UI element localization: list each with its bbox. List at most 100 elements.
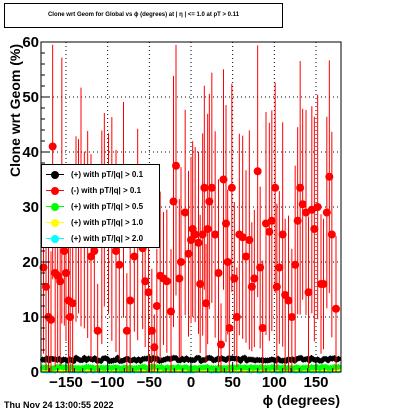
red-point [147, 326, 156, 335]
red-point [194, 238, 203, 247]
axes: −150 −100 −50 0 50 100 150 0 10 20 30 40 50 60 [22, 34, 334, 391]
red-point [230, 274, 239, 283]
red-point [265, 227, 274, 236]
x-tick-label: −150 [49, 374, 83, 391]
cyan-marker-icon [51, 235, 59, 243]
x-axis-label: ϕ (degrees) [263, 392, 340, 408]
red-point [42, 282, 50, 291]
legend-label: (+) with pT/|q| > 1.0 [71, 218, 144, 227]
red-point [167, 307, 175, 316]
red-point [245, 236, 254, 244]
red-point [47, 315, 55, 324]
x-tick-label: 0 [187, 374, 195, 391]
chart-title: Clone wrt Geom for Global vs ϕ (degrees)… [47, 12, 240, 18]
legend-entry-cyan: (+) with pT/|q| > 2.0 [42, 231, 159, 247]
red-point [214, 269, 223, 277]
red-point [175, 274, 184, 283]
x-tick-label: 100 [262, 374, 287, 391]
red-point [327, 230, 336, 239]
red-point [253, 167, 262, 176]
red-point [130, 252, 139, 261]
red-point [93, 326, 102, 335]
red-point [298, 200, 307, 209]
red-point [332, 304, 340, 313]
red-point [187, 236, 195, 244]
red-point [325, 172, 334, 181]
y-tick-label: 60 [22, 34, 39, 51]
red-point [272, 282, 281, 291]
legend-label: (+) with pT/|q| > 2.0 [71, 234, 144, 243]
red-point [219, 175, 228, 184]
red-point [291, 260, 300, 269]
legend-entry-yellow: (+) with pT/|q| > 1.0 [42, 215, 159, 231]
legend-label: (+) with pT/|q| > 0.1 [71, 170, 144, 179]
red-point [217, 340, 225, 349]
red-point [115, 260, 124, 269]
y-tick-label: 40 [22, 144, 39, 161]
red-point [68, 299, 77, 308]
red-point [313, 203, 322, 211]
red-point [250, 274, 259, 283]
x-tick-label: −100 [91, 374, 125, 391]
red-point [126, 296, 135, 305]
y-tick-label: 30 [22, 199, 39, 216]
red-point [162, 277, 171, 286]
band-point [335, 356, 342, 362]
band-point [335, 364, 342, 370]
title-box: Clone wrt Geom for Global vs ϕ (degrees)… [4, 3, 283, 28]
red-point [207, 183, 216, 192]
x-tick-label: −50 [137, 374, 162, 391]
red-point [284, 296, 293, 305]
red-point [191, 230, 200, 239]
red-point [66, 313, 75, 321]
red-point [256, 263, 265, 272]
y-tick-label: 50 [22, 89, 39, 106]
red-point [278, 230, 287, 239]
red-point [227, 183, 236, 192]
legend-label: (+) with pT/|q| > 0.5 [71, 202, 144, 211]
red-point [232, 313, 241, 321]
red-point [144, 288, 153, 297]
red-point [211, 230, 220, 239]
red-point [287, 313, 296, 321]
red-point [48, 142, 57, 151]
x-tick-label: 150 [303, 374, 328, 391]
red-point [198, 230, 207, 239]
red-point [203, 225, 212, 233]
red-point [296, 183, 305, 192]
red-point [90, 247, 99, 255]
red-point [258, 324, 267, 332]
red-point [223, 258, 232, 266]
red-point [271, 183, 280, 192]
red-point [141, 277, 150, 286]
red-point [319, 280, 328, 288]
legend-label: (-) with pT/|q| > 0.1 [71, 186, 142, 195]
legend-entry-green: (+) with pT/|q| > 0.5 [42, 199, 159, 215]
datestamp: Thu Nov 24 13:00:55 2022 [4, 400, 114, 410]
red-point [322, 208, 331, 217]
red-point [202, 299, 210, 308]
red-point [222, 219, 230, 228]
red-point [247, 282, 256, 291]
y-tick-label: 20 [22, 254, 39, 271]
y-tick-label: 10 [22, 309, 39, 326]
red-point [225, 324, 234, 332]
red-point [172, 161, 180, 170]
yellow-marker-icon [51, 219, 59, 227]
legend-entry-red: (-) with pT/|q| > 0.1 [42, 183, 159, 199]
red-point [181, 208, 190, 217]
x-tick-label: 50 [224, 374, 241, 391]
legend: (+) with pT/|q| > 0.1 (-) with pT/|q| > … [41, 164, 160, 248]
red-point [267, 216, 276, 225]
red-point [200, 183, 209, 192]
legend-entry-black: (+) with pT/|q| > 0.1 [42, 167, 159, 183]
red-point [122, 326, 131, 335]
red-marker-icon [51, 187, 59, 195]
red-point [238, 233, 247, 242]
black-marker-icon [51, 171, 59, 179]
red-point [242, 252, 250, 261]
red-point [293, 216, 302, 225]
red-point [205, 197, 214, 206]
y-axis-label: Clone wrt Geom (%) [7, 44, 23, 177]
